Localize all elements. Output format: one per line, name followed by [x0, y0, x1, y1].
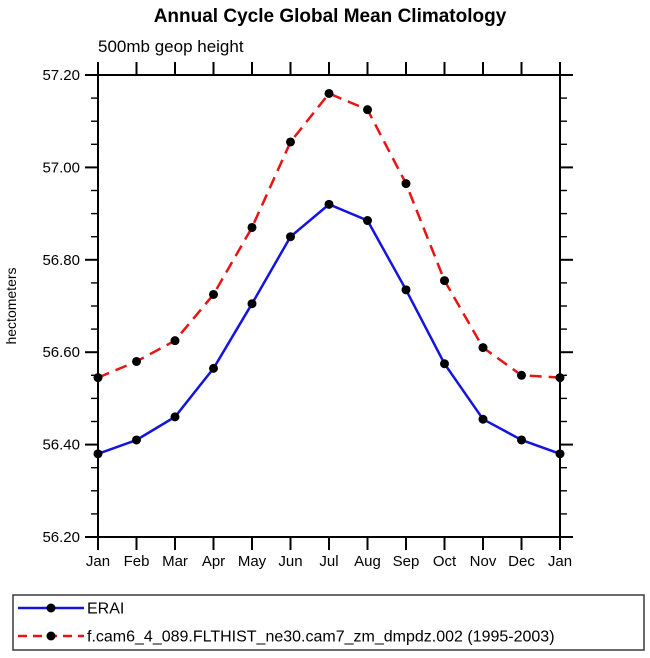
y-tick-label: 57.20 [42, 67, 80, 84]
x-tick-label: Feb [124, 553, 150, 570]
legend-item-erai: ERAI [18, 601, 124, 618]
data-point-marker [286, 232, 295, 242]
x-tick-label: Jan [86, 553, 110, 570]
legend-item-model-run: f.cam6_4_089.FLTHIST_ne30.cam7_zm_dmpdz.… [18, 629, 555, 646]
x-tick-label: Jan [548, 553, 572, 570]
legend-box [12, 594, 645, 651]
legend: ERAI f.cam6_4_089.FLTHIST_ne30.cam7_zm_d… [12, 594, 645, 651]
data-point-marker [93, 373, 103, 383]
data-point-marker [170, 412, 180, 422]
x-tick-label: Dec [508, 553, 535, 570]
data-point-marker [247, 222, 257, 232]
y-tick-label: 56.60 [42, 344, 80, 361]
data-point-marker [324, 199, 334, 209]
data-point-marker [93, 449, 103, 459]
y-tick-label: 57.00 [42, 159, 80, 176]
data-point-marker [132, 435, 141, 445]
data-point-marker [517, 370, 526, 380]
data-point-marker [555, 449, 565, 459]
data-point-marker [247, 299, 257, 309]
series-line-0 [97, 202, 561, 456]
x-tick-label: May [238, 553, 267, 570]
y-tick-label: 56.20 [42, 529, 80, 546]
chart-subtitle: 500mb geop height [98, 37, 244, 56]
data-point-marker [440, 276, 449, 286]
data-point-marker [401, 285, 411, 295]
data-point-marker [324, 88, 334, 98]
x-tick-label: Sep [393, 553, 420, 570]
data-point-marker [478, 414, 488, 424]
chart-title: Annual Cycle Global Mean Climatology [154, 6, 507, 27]
y-tick-label: 56.80 [42, 252, 80, 269]
data-point-marker [209, 289, 218, 299]
y-axis-title: hectometers [3, 267, 19, 344]
data-point-marker [478, 343, 488, 353]
data-point-marker [170, 336, 180, 346]
data-point-marker [555, 373, 565, 383]
series-line-1 [97, 91, 561, 379]
data-point-marker [363, 105, 372, 115]
data-point-marker [286, 137, 295, 147]
x-tick-label: Jul [319, 553, 338, 570]
plot-frame [97, 74, 561, 538]
x-tick-label: Nov [470, 553, 497, 570]
legend-label-erai: ERAI [87, 601, 124, 618]
data-point-marker [209, 363, 218, 373]
axes: 56.20 56.40 56.60 56.80 57.00 57.20 Jan Feb Mar A… [42, 62, 573, 570]
x-tick-label: Apr [202, 553, 225, 570]
data-point-marker [401, 179, 411, 189]
x-tick-label: Jun [278, 553, 302, 570]
data-series [93, 88, 565, 459]
y-tick-label: 56.40 [42, 437, 80, 454]
data-point-marker [517, 435, 526, 445]
x-tick-label: Mar [162, 553, 188, 570]
data-point-marker [440, 359, 449, 369]
x-tick-label: Oct [433, 553, 457, 570]
legend-label-model-run: f.cam6_4_089.FLTHIST_ne30.cam7_zm_dmpdz.… [87, 629, 555, 646]
legend-marker-erai [46, 603, 56, 613]
x-tick-label: Aug [354, 553, 381, 570]
data-point-marker [363, 216, 372, 226]
legend-marker-model-run [46, 631, 56, 641]
data-point-marker [132, 356, 141, 366]
